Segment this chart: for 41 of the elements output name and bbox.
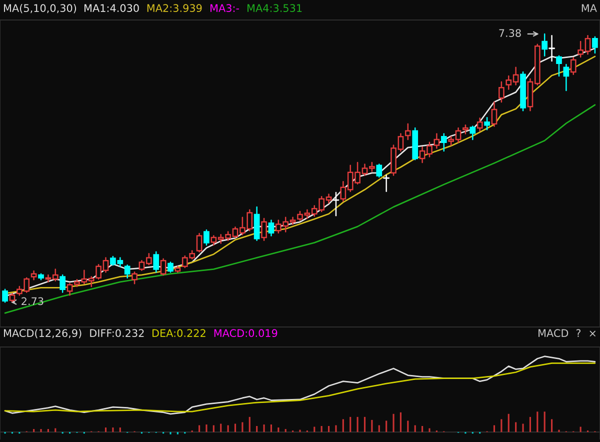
candlestick [542, 33, 548, 56]
text: MA4:3.531 [248, 4, 302, 12]
text: MACD [538, 329, 568, 338]
candlestick [476, 118, 483, 132]
text: MA(5,10,0,30) [4, 4, 76, 14]
candlestick [124, 264, 130, 278]
candlestick [548, 35, 556, 62]
text: MACD(12,26,9) [4, 328, 82, 338]
candlestick [204, 229, 210, 246]
candlestick [498, 81, 504, 103]
candlestick [132, 271, 138, 284]
candlestick [563, 64, 570, 92]
candlestick [491, 101, 498, 127]
text: DIFF:0.232 [90, 329, 144, 338]
text: DEA:0.222 [152, 329, 206, 338]
candlestick [440, 133, 447, 152]
candlestick [383, 174, 390, 192]
candlestick [570, 56, 576, 75]
annotation: 2.73 [22, 297, 44, 306]
candlestick [592, 36, 598, 54]
candlestick [160, 258, 166, 276]
legend-label: MA3:- [210, 4, 239, 12]
candlestick [376, 164, 382, 178]
text: MA [582, 4, 597, 12]
candlestick [556, 55, 562, 77]
candlestick [168, 262, 174, 273]
annotation: 7.38 [499, 29, 521, 37]
candlestick [196, 232, 202, 253]
text: MA1:4.030 [84, 4, 139, 12]
candlestick [268, 220, 274, 236]
candlestick [60, 274, 66, 293]
candlestick [404, 123, 411, 140]
candlestick [484, 116, 490, 130]
candlestick [2, 288, 8, 303]
text: × [590, 330, 596, 337]
text: MACD:0.019 [214, 329, 278, 338]
candlestick [470, 126, 476, 140]
candlestick [153, 251, 160, 273]
candlestick [261, 218, 267, 242]
text: ? [576, 329, 581, 337]
text: MA2:3.939 [147, 4, 202, 12]
